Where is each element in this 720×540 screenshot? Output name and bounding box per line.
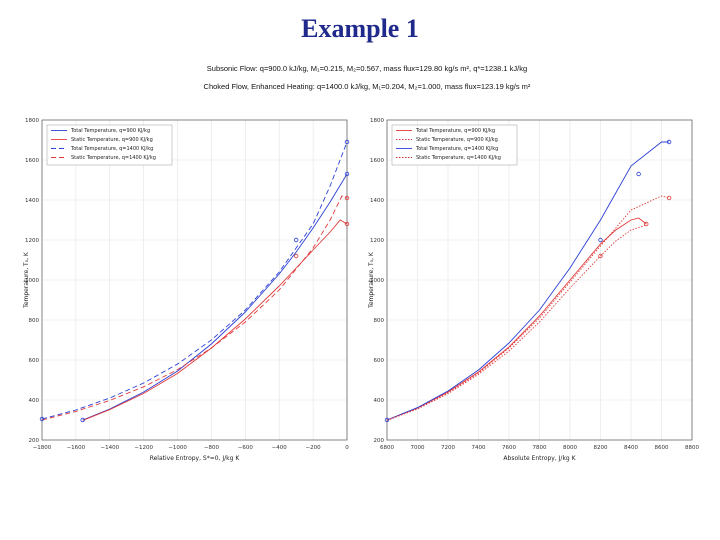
y-tick-label: 600 xyxy=(374,358,385,364)
x-tick-label: −1600 xyxy=(67,445,86,451)
data-marker xyxy=(344,139,350,145)
series-line-1 xyxy=(386,217,647,421)
y-tick-label: 200 xyxy=(374,438,385,444)
x-axis-label: Relative Entropy, S*=0, J/kg K xyxy=(150,455,241,462)
data-marker xyxy=(666,195,672,201)
chart-right: 6800 7000 7200 7400 7600 7800 8000 8200 8400 8600… xyxy=(368,118,699,462)
legend-box xyxy=(391,124,518,166)
data-marker xyxy=(598,237,603,243)
y-tick-label: 1400 xyxy=(25,198,39,204)
y-tick-label: 1200 xyxy=(370,238,384,244)
y-tick-label: 1400 xyxy=(370,198,384,204)
data-marker xyxy=(636,171,641,177)
y-tick-label: 1000 xyxy=(370,278,384,284)
y-tick-label: 1800 xyxy=(370,118,384,124)
data-marker xyxy=(293,253,299,259)
x-tick-label: 8600 xyxy=(655,445,669,451)
x-tick-label: −800 xyxy=(204,445,220,451)
y-tick-label: 1200 xyxy=(25,238,39,244)
series-line-3 xyxy=(386,141,670,421)
y-tick-label: 600 xyxy=(29,358,40,364)
x-tick-label: 8000 xyxy=(563,445,577,451)
figure-suptitle-line1: Subsonic Flow: q=900.0 kJ/kg, M₁=0.215, … xyxy=(206,64,528,73)
x-tick-label: 7400 xyxy=(472,445,486,451)
data-marker xyxy=(39,416,45,422)
data-marker xyxy=(293,237,299,243)
data-marker xyxy=(344,171,350,177)
slide-title: Example 1 xyxy=(301,14,419,43)
series-line-2 xyxy=(82,219,348,421)
legend-entry: Static Temperature, q=1400 KJ/kg xyxy=(71,155,156,161)
y-tick-label: 400 xyxy=(374,398,385,404)
x-tick-label: −1000 xyxy=(168,445,187,451)
y-tick-label: 400 xyxy=(29,398,40,404)
x-tick-label: 0 xyxy=(345,445,349,451)
x-axis-label: Absolute Entropy, J/kg K xyxy=(503,455,576,462)
x-tick-label: 7000 xyxy=(411,445,425,451)
x-tick-label: −1800 xyxy=(33,445,52,451)
x-tick-label: −1400 xyxy=(100,445,119,451)
y-tick-label: 800 xyxy=(374,318,385,324)
y-axis-label: Temperature, T₀, K xyxy=(23,251,30,309)
x-tick-label: 8400 xyxy=(624,445,638,451)
legend-entry: Total Temperature, q=900 KJ/kg xyxy=(70,128,150,134)
y-tick-label: 200 xyxy=(29,438,40,444)
x-tick-label: −400 xyxy=(272,445,288,451)
data-marker xyxy=(344,221,350,227)
x-tick-label: 8200 xyxy=(594,445,608,451)
series-line-4 xyxy=(41,195,348,421)
data-marker xyxy=(598,253,603,259)
figure-panel: Subsonic Flow: q=900.0 kJ/kg, M₁=0.215, … xyxy=(22,58,712,476)
data-marker xyxy=(666,139,672,145)
x-tick-label: −600 xyxy=(238,445,254,451)
legend-entry: Total Temperature, q=1400 KJ/kg xyxy=(415,146,498,152)
series-line-2 xyxy=(386,223,647,421)
series-line-1 xyxy=(82,173,348,421)
x-tick-label: 7600 xyxy=(502,445,516,451)
figure-suptitle-line2: Choked Flow, Enhanced Heating: q=1400.0 … xyxy=(203,82,531,91)
data-marker xyxy=(644,221,649,227)
x-tick-label: 6800 xyxy=(380,445,394,451)
y-tick-label: 1600 xyxy=(25,158,39,164)
data-marker xyxy=(80,417,85,423)
plot-frame xyxy=(41,119,348,441)
legend-entry: Static Temperature, q=1400 KJ/kg xyxy=(416,155,501,161)
legend-entry: Static Temperature, q=900 KJ/kg xyxy=(71,137,153,143)
y-tick-label: 1600 xyxy=(370,158,384,164)
y-tick-label: 800 xyxy=(29,318,40,324)
y-tick-label: 1000 xyxy=(25,278,39,284)
legend-entry: Static Temperature, q=900 KJ/kg xyxy=(416,137,498,143)
data-marker xyxy=(344,195,350,201)
x-tick-label: 8800 xyxy=(685,445,699,451)
data-marker xyxy=(384,417,390,423)
legend-entry: Total Temperature, q=900 KJ/kg xyxy=(415,128,495,134)
series-line-3 xyxy=(41,141,348,420)
plot-frame xyxy=(386,119,693,441)
y-tick-label: 1800 xyxy=(25,118,39,124)
x-tick-label: 7200 xyxy=(441,445,455,451)
x-tick-label: −1200 xyxy=(134,445,153,451)
legend-entry: Total Temperature, q=1400 KJ/kg xyxy=(70,146,153,152)
x-tick-label: −200 xyxy=(306,445,322,451)
legend-box xyxy=(46,124,173,166)
chart-left: −1800 −1600 −1400 −1200 −1000 −800 −600 −400 −20… xyxy=(23,118,350,462)
y-axis-label: Temperature, T₀, K xyxy=(368,251,375,309)
x-tick-label: 7800 xyxy=(533,445,547,451)
